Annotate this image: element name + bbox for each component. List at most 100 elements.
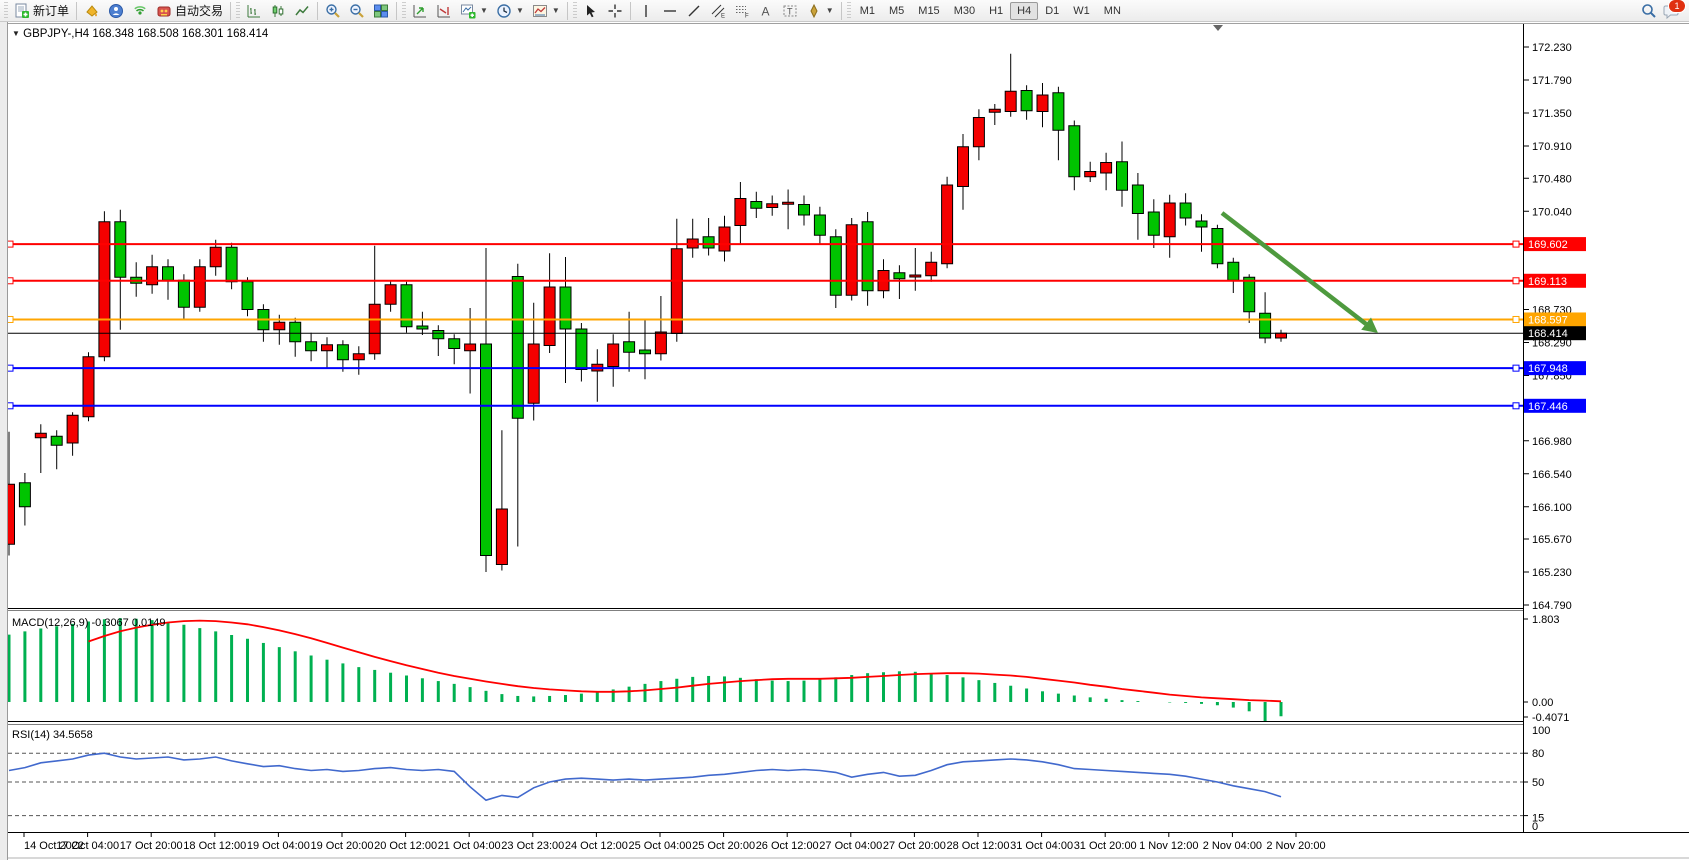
tab-timeframe-m30[interactable]: M30 xyxy=(953,4,976,17)
tab-timeframe-d1[interactable]: D1 xyxy=(1045,4,1060,17)
svg-text:170.480: 170.480 xyxy=(1532,173,1572,185)
auto-trading-icon xyxy=(157,6,171,16)
toolbar-separator xyxy=(840,1,842,20)
tile-windows-icon xyxy=(374,4,389,17)
notifications-button[interactable]: 1 xyxy=(1663,0,1686,19)
toolbar-grip xyxy=(572,1,577,20)
svg-text:171.790: 171.790 xyxy=(1532,75,1572,87)
tab-timeframe-m5[interactable]: M5 xyxy=(889,4,905,17)
svg-text:28 Oct 12:00: 28 Oct 12:00 xyxy=(947,840,1010,852)
rsi-name: RSI(14) xyxy=(12,729,50,741)
line-chart-button[interactable] xyxy=(290,0,314,22)
tab-timeframe-m1[interactable]: M1 xyxy=(859,4,875,17)
trendline-button[interactable] xyxy=(682,0,706,22)
chart-forward-icon xyxy=(413,4,427,17)
chart-canvas[interactable]: 172.230 171.790 171.350 170.910 170.480 170.0… xyxy=(0,22,1689,860)
toolbar-separator xyxy=(76,1,78,20)
svg-text:0.00: 0.00 xyxy=(1532,697,1553,709)
svg-text:167.948: 167.948 xyxy=(1528,363,1568,375)
tile-windows-button[interactable] xyxy=(369,0,393,22)
ohlc-values: 168.348 168.508 168.301 168.414 xyxy=(92,28,269,40)
cursor-button[interactable] xyxy=(579,0,603,22)
toolbar-separator xyxy=(629,1,631,20)
svg-text:166.980: 166.980 xyxy=(1532,436,1572,448)
svg-text:167.446: 167.446 xyxy=(1528,401,1568,413)
auto-trading-button[interactable]: 自动交易 xyxy=(152,0,227,22)
chart-end-button[interactable] xyxy=(432,0,456,22)
trend-arrow[interactable] xyxy=(1220,211,1378,333)
new-order-label: 新订单 xyxy=(33,4,70,18)
svg-text:31 Oct 04:00: 31 Oct 04:00 xyxy=(1010,840,1073,852)
svg-text:50: 50 xyxy=(1532,777,1544,789)
zoom-out-button[interactable] xyxy=(345,0,369,22)
tab-timeframe-h4[interactable]: H4 xyxy=(1010,1,1039,20)
fibonacci-button[interactable]: F xyxy=(730,0,754,22)
svg-text:31 Oct 20:00: 31 Oct 20:00 xyxy=(1074,840,1137,852)
crosshair-icon xyxy=(608,4,622,17)
tab-timeframe-w1[interactable]: W1 xyxy=(1073,4,1090,17)
candlestick-chart-button[interactable] xyxy=(266,0,290,22)
svg-text:166.100: 166.100 xyxy=(1532,502,1572,514)
crosshair-button[interactable] xyxy=(603,0,627,22)
bar-chart-button[interactable] xyxy=(242,0,266,22)
toolbar-grip xyxy=(236,1,241,20)
svg-text:1.803: 1.803 xyxy=(1532,614,1560,626)
text-label-button[interactable]: T xyxy=(778,0,802,22)
paint-bucket-icon xyxy=(86,4,98,17)
equidistant-channel-button[interactable]: E xyxy=(706,0,730,22)
svg-text:20 Oct 12:00: 20 Oct 12:00 xyxy=(374,840,437,852)
candlestick-chart-icon xyxy=(272,4,284,17)
community-icon xyxy=(109,3,124,18)
svg-text:25 Oct 20:00: 25 Oct 20:00 xyxy=(692,840,755,852)
chart-menu-triangle-icon[interactable]: ▼ xyxy=(12,29,20,38)
rsi-indicator-label: RSI(14) 34.5658 xyxy=(12,729,93,741)
fibonacci-icon: F xyxy=(735,5,749,19)
horizontal-line-icon xyxy=(663,9,676,12)
bar-chart-icon xyxy=(247,4,261,17)
chart-forward-button[interactable] xyxy=(408,0,432,22)
toolbar-grip xyxy=(846,1,851,20)
svg-text:18 Oct 12:00: 18 Oct 12:00 xyxy=(183,840,246,852)
tab-timeframe-m15[interactable]: M15 xyxy=(918,4,940,17)
tab-timeframe-h1[interactable]: H1 xyxy=(989,4,1004,17)
horizontal-lines[interactable]: 169.602 169.113 168.597 168.414 167.948 167.4… xyxy=(6,237,1586,413)
toolbar-grip xyxy=(402,1,407,20)
toolbar-grip xyxy=(4,1,8,20)
window-left-edge xyxy=(0,22,8,860)
chart-shift-marker[interactable] xyxy=(1213,25,1223,31)
svg-text:170.040: 170.040 xyxy=(1532,206,1572,218)
new-order-button[interactable]: 新订单 xyxy=(10,0,73,22)
zoom-in-icon xyxy=(326,3,340,18)
add-indicator-button[interactable]: ▼ xyxy=(456,0,492,22)
search-icon[interactable] xyxy=(1641,3,1657,19)
svg-text:T: T xyxy=(787,6,793,16)
community-button[interactable] xyxy=(104,0,128,22)
styler-button[interactable] xyxy=(80,0,104,22)
horizontal-line-button[interactable] xyxy=(658,0,682,22)
toolbar-separator xyxy=(230,1,232,20)
tab-timeframe-mn[interactable]: MN xyxy=(1103,4,1121,17)
vertical-line-icon xyxy=(645,4,647,17)
toolbar-separator xyxy=(566,1,568,20)
zoom-in-button[interactable] xyxy=(321,0,345,22)
text-button[interactable]: A xyxy=(754,0,778,22)
svg-text:17 Oct 04:00: 17 Oct 04:00 xyxy=(56,840,119,852)
template-button[interactable]: ▼ xyxy=(528,0,564,22)
symbol-info: ▼ GBPJPY-,H4 168.348 168.508 168.301 168… xyxy=(12,28,268,40)
svg-text:168.290: 168.290 xyxy=(1532,338,1572,350)
arrows-button[interactable]: ▼ xyxy=(802,0,838,22)
text-label-icon: T xyxy=(783,5,797,16)
svg-text:26 Oct 12:00: 26 Oct 12:00 xyxy=(756,840,819,852)
signals-button[interactable] xyxy=(128,0,152,22)
svg-text:14 Oct 2022: 14 Oct 2022 xyxy=(24,840,84,852)
macd-signal-value: 0.0149 xyxy=(131,617,166,629)
svg-text:1 Nov 12:00: 1 Nov 12:00 xyxy=(1139,840,1198,852)
period-button[interactable]: ▼ xyxy=(492,0,528,22)
macd-main-value: -0.3067 xyxy=(91,617,129,629)
svg-text:172.230: 172.230 xyxy=(1532,42,1572,54)
svg-text:23 Oct 23:00: 23 Oct 23:00 xyxy=(501,840,564,852)
signal-icon xyxy=(134,5,146,15)
vertical-line-button[interactable] xyxy=(634,0,658,22)
svg-text:168.414: 168.414 xyxy=(1528,328,1568,340)
